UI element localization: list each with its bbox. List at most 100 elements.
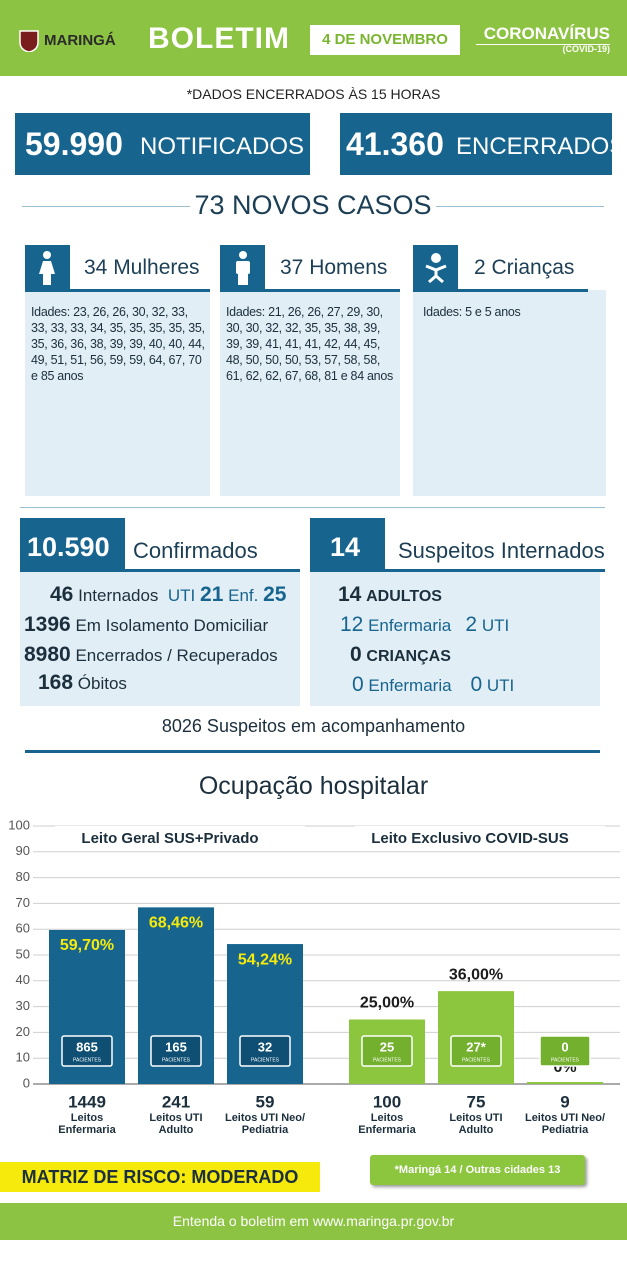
value: 12: [340, 613, 364, 636]
row: 1396 Em Isolamento Domiciliar: [24, 613, 268, 637]
total-value: 59.990: [25, 126, 123, 162]
group-panel: [25, 290, 210, 496]
label: Óbitos: [77, 674, 127, 693]
value-label: 68,46%: [149, 915, 203, 932]
beds-value: 75: [467, 1092, 486, 1111]
beds-value: 1449: [68, 1092, 106, 1111]
patients-value: 0: [561, 1039, 568, 1054]
label: Encerrados / Recuperados: [75, 646, 278, 665]
footnote: *Maringá 14 / Outras cidades 13: [370, 1155, 585, 1185]
x-tick-label: Leitos UTI Neo/ Pediatria: [224, 1112, 306, 1136]
child-icon: [425, 253, 447, 284]
patients-value: 25: [380, 1039, 394, 1054]
group-panel: [413, 290, 606, 496]
risk: MATRIZ DE RISCO: MODERADO: [0, 1162, 320, 1192]
underline: [125, 569, 300, 572]
underline: [413, 289, 588, 292]
header-title: BOLETIM: [148, 22, 290, 55]
value-label: 36,00%: [449, 966, 503, 983]
value: 46: [50, 583, 74, 606]
y-tick-label: 0: [23, 1075, 30, 1090]
label: UTI: [486, 676, 515, 695]
rule: [25, 750, 600, 753]
value-label: 59,70%: [60, 937, 114, 954]
label: Em Isolamento Domiciliar: [75, 616, 269, 635]
x-tick-label: Leitos UTI Neo/ Pediatria: [524, 1112, 606, 1136]
new-cases: 73 NOVOS CASOS: [194, 190, 432, 220]
rule: [20, 507, 605, 508]
value: 2: [465, 613, 478, 636]
label: Enfermaria: [368, 676, 452, 695]
note: *DADOS ENCERRADOS ÀS 15 HORAS: [186, 86, 441, 102]
y-tick-label: 90: [16, 843, 30, 858]
panel-title-bg: [355, 826, 605, 850]
y-tick-label: 80: [16, 869, 30, 884]
adults-split: 12 Enfermaria 2 UTI: [340, 613, 509, 637]
y-tick-label: 20: [16, 1024, 30, 1039]
row: 168 Óbitos: [38, 671, 127, 695]
man-icon: [236, 251, 250, 285]
group-title: 34 Mulheres: [84, 256, 200, 279]
confirmed-label: Confirmados: [133, 538, 258, 563]
city-icon: [19, 30, 39, 52]
patients-value: 32: [258, 1039, 272, 1054]
x-tick-label: Leitos UTI Adulto: [149, 1112, 203, 1136]
y-tick-label: 10: [16, 1050, 30, 1065]
footer: Entenda o boletim em www.maringa.pr.gov.…: [0, 1203, 627, 1240]
patients-value: 27*: [466, 1039, 486, 1054]
patients-label: PACIENTES: [551, 1057, 580, 1063]
value: 1396: [24, 613, 71, 636]
suspects-label: Suspeitos Internados: [398, 538, 605, 563]
y-tick-label: 70: [16, 895, 30, 910]
group-panel: [220, 290, 400, 496]
topic-sub: (COVID-19): [562, 44, 610, 54]
beds-value: 100: [373, 1092, 401, 1111]
y-tick-label: 30: [16, 998, 30, 1013]
value-label: 25,00%: [360, 995, 414, 1012]
ages: Idades: 23, 26, 26, 30, 32, 33, 33, 33, …: [31, 305, 205, 383]
patients-label: PACIENTES: [373, 1057, 402, 1063]
y-tick-label: 40: [16, 972, 30, 987]
total-label: NOTIFICADOS: [140, 133, 305, 160]
monitoring: 8026 Suspeitos em acompanhamento: [161, 716, 466, 736]
patients-box: [539, 1035, 591, 1067]
underline: [385, 569, 605, 572]
value: 14: [338, 583, 362, 606]
panel-title: Leito Geral SUS+Privado: [81, 830, 258, 847]
underline: [220, 289, 400, 292]
label: UTI: [481, 616, 510, 635]
value: 0: [352, 673, 364, 696]
children: 0 CRIANÇAS: [350, 643, 451, 667]
chart-title: Ocupação hospitalar: [198, 772, 429, 800]
value: 0: [350, 643, 362, 666]
patients-label: PACIENTES: [162, 1057, 191, 1063]
x-tick-label: Leitos Enfermaria: [58, 1112, 116, 1136]
patients-box: [61, 1035, 113, 1067]
y-tick-label: 100: [8, 817, 30, 832]
beds-value: 9: [560, 1092, 569, 1111]
confirmed-box: [20, 518, 125, 572]
beds-value: 241: [162, 1092, 190, 1111]
y-tick-label: 60: [16, 921, 30, 936]
x-tick-label: Leitos UTI Adulto: [449, 1112, 503, 1136]
total-box: [340, 113, 612, 175]
patients-label: PACIENTES: [462, 1057, 491, 1063]
rule: [22, 206, 190, 207]
label: ADULTOS: [366, 588, 442, 605]
confirmed-value: 10.590: [27, 532, 110, 562]
total-value: 41.360: [346, 126, 444, 162]
woman-icon: [39, 251, 55, 285]
patients-box: [361, 1035, 413, 1067]
panel-title: Leito Exclusivo COVID-SUS: [371, 830, 569, 847]
suspects-panel: [310, 572, 600, 706]
patients-box: [150, 1035, 202, 1067]
value: 8980: [24, 643, 71, 666]
suspects-value: 14: [330, 532, 361, 562]
value: 0: [470, 673, 483, 696]
total-label: ENCERRADOS: [456, 133, 626, 160]
patients-box: [239, 1035, 291, 1067]
confirmed-panel: [20, 572, 300, 706]
adults: 14 ADULTOS: [338, 583, 442, 607]
panel-title-bg: [55, 826, 305, 850]
